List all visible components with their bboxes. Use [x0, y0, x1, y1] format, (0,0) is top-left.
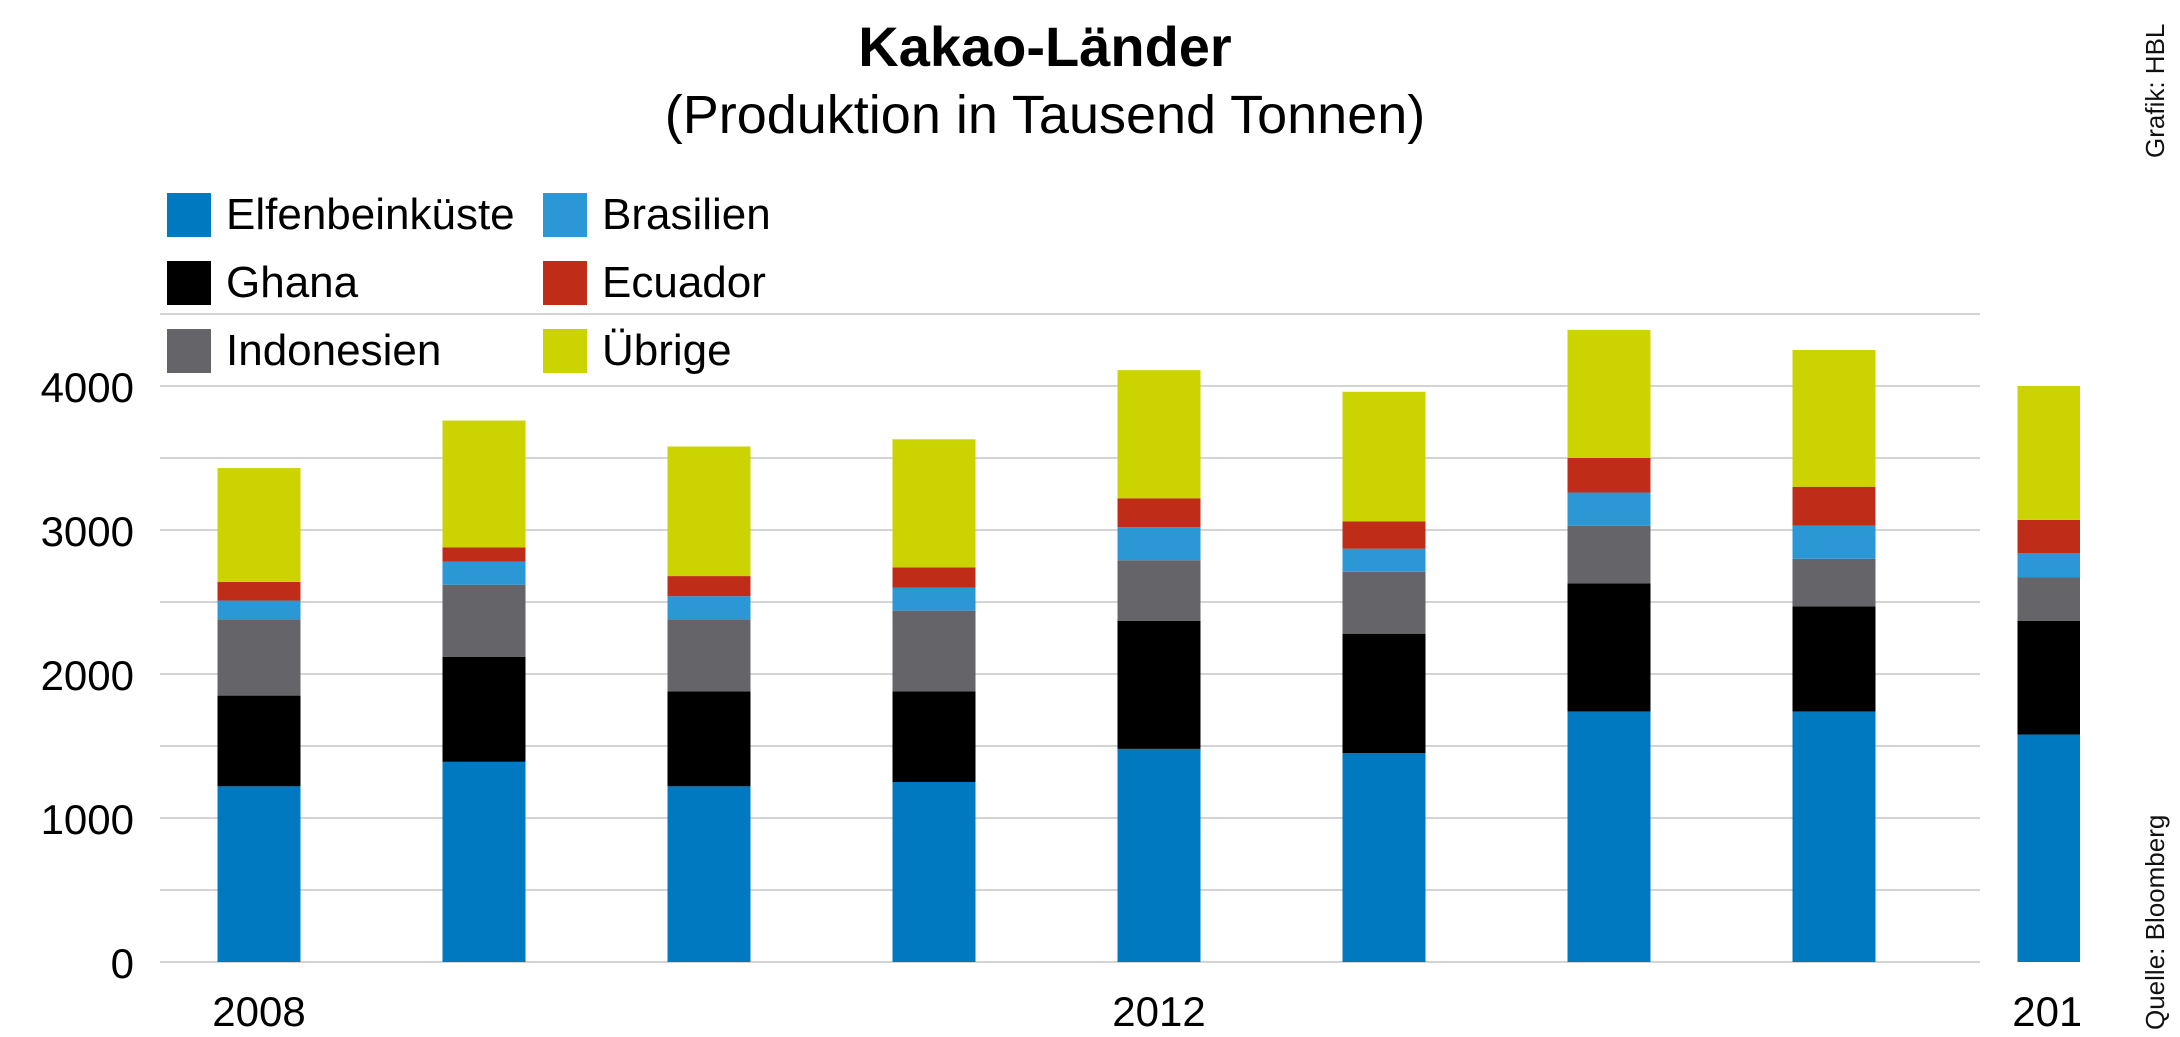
bar-segment	[442, 584, 526, 657]
bar-segment	[442, 420, 526, 548]
stacked-bar-chart: 0 1000 2000 3000 4000 2008 2012 2016	[41, 313, 2080, 1035]
bar-segment	[1567, 329, 1651, 458]
bar-segment	[1342, 391, 1426, 522]
bar-segment	[1567, 492, 1651, 526]
bar-segment	[2017, 386, 2080, 520]
bar-segment	[1342, 548, 1426, 572]
legend-swatch	[543, 329, 587, 373]
bar-segment	[1792, 350, 1876, 487]
bar-segment	[1792, 486, 1876, 526]
bar-segment	[2017, 734, 2080, 962]
y-tick-label: 4000	[41, 364, 134, 411]
bar-segment	[892, 439, 976, 568]
bar-segment	[892, 587, 976, 611]
bar-segment	[1342, 521, 1426, 549]
bar-segment	[1792, 525, 1876, 559]
bar-segment	[442, 547, 526, 562]
bar-segment	[217, 468, 301, 582]
bar-segment	[1567, 458, 1651, 493]
y-tick-label: 3000	[41, 508, 134, 555]
bar-segment	[892, 782, 976, 962]
bar-segment	[217, 581, 301, 601]
legend-swatch	[167, 193, 211, 237]
bar-segment	[1342, 633, 1426, 754]
bar-segment	[1342, 571, 1426, 634]
bar-segment	[2017, 519, 2080, 554]
bar-segment	[1117, 527, 1201, 561]
bar-segment	[1567, 525, 1651, 584]
bar-segment	[1117, 560, 1201, 621]
bar-segment	[667, 691, 751, 787]
chart-subtitle: (Produktion in Tausend Tonnen)	[664, 85, 1426, 145]
source-note: Quelle: Bloomberg	[2140, 814, 2170, 1030]
legend-swatch	[543, 193, 587, 237]
y-tick-label: 2000	[41, 652, 134, 699]
graphic-credit: Grafik: HBL	[2140, 23, 2170, 158]
legend-label: Übrige	[602, 326, 732, 375]
bar-segment	[1117, 620, 1201, 749]
legend-item: Ecuador	[543, 258, 766, 308]
bar-segment	[1342, 753, 1426, 962]
bar-segment	[1567, 583, 1651, 712]
legend-item: Elfenbeinküste	[167, 190, 515, 240]
bar-segment	[1117, 748, 1201, 962]
bar-segment	[1792, 711, 1876, 962]
bar-segment	[667, 619, 751, 692]
bar-segment	[892, 610, 976, 692]
bar-segment	[2017, 553, 2080, 578]
legend-swatch	[543, 261, 587, 305]
legend-item: Brasilien	[543, 190, 771, 240]
bar-segment	[2017, 620, 2080, 735]
x-tick-label: 2012	[1112, 988, 1205, 1035]
legend-item: Indonesien	[167, 326, 441, 376]
y-tick-label: 1000	[41, 796, 134, 843]
legend-label: Indonesien	[226, 326, 442, 375]
bar-segment	[667, 786, 751, 962]
bar-segment	[217, 619, 301, 696]
bar-segment	[1792, 606, 1876, 712]
bar-segment	[217, 600, 301, 620]
bar-segment	[1117, 498, 1201, 528]
bar-segment	[892, 567, 976, 588]
legend-swatch	[167, 329, 211, 373]
x-tick-label: 2008	[212, 988, 305, 1035]
legend-label: Brasilien	[602, 190, 771, 239]
legend-label: Elfenbeinküste	[226, 190, 515, 239]
bar-segment	[442, 561, 526, 585]
legend-item: Ghana	[167, 258, 358, 308]
bar-segment	[892, 691, 976, 782]
bar-segment	[667, 576, 751, 597]
legend-label: Ghana	[226, 258, 359, 307]
bar-segment	[217, 786, 301, 962]
bar-segment	[1567, 711, 1651, 962]
legend-label: Ecuador	[602, 258, 766, 307]
bar-segment	[1117, 370, 1201, 499]
chart-title: Kakao-Länder	[858, 15, 1232, 78]
x-tick-label: 2016	[2012, 988, 2080, 1035]
bar-segment	[2017, 577, 2080, 621]
bar-segment	[667, 446, 751, 577]
legend-swatch	[167, 261, 211, 305]
y-tick-label: 0	[111, 940, 134, 987]
bar-segment	[1792, 558, 1876, 607]
bar-segment	[667, 596, 751, 620]
bar-segment	[217, 695, 301, 787]
bar-segment	[442, 656, 526, 762]
bar-segment	[442, 761, 526, 962]
legend-item: Übrige	[543, 326, 732, 376]
